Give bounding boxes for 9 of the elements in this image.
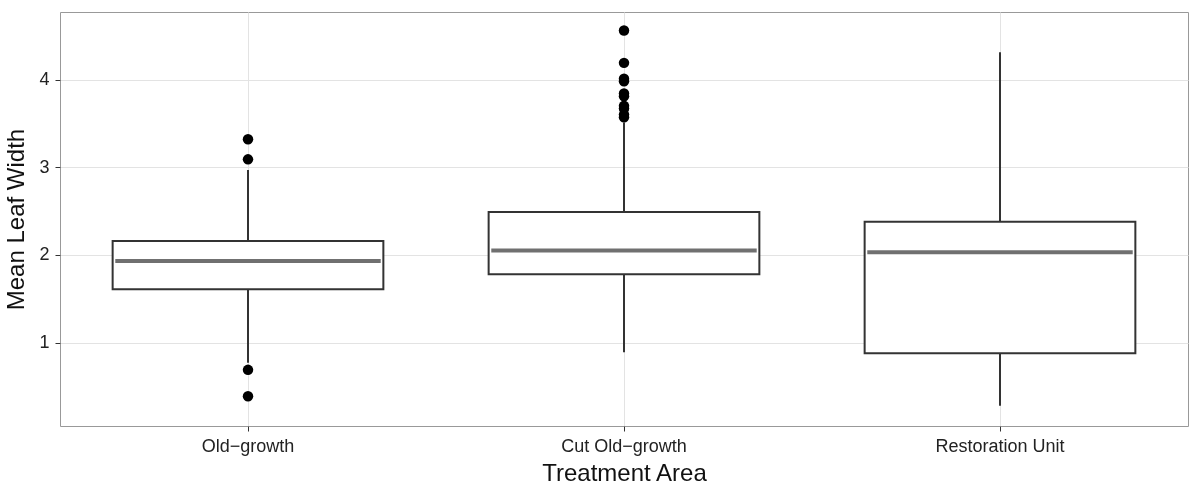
x-tick-label: Old−growth [201,435,295,456]
x-tick-label: Restoration Unit [935,435,1065,456]
x-tick-label: Cut Old−growth [561,435,687,456]
y-tick-label: 3 [39,156,50,177]
y-axis-title: Mean Leaf Width [2,128,30,311]
x-axis-title: Treatment Area [542,458,708,486]
y-tick-label: 4 [39,69,50,90]
y-tick-label: 1 [39,332,50,353]
y-tick-label: 2 [39,244,50,265]
